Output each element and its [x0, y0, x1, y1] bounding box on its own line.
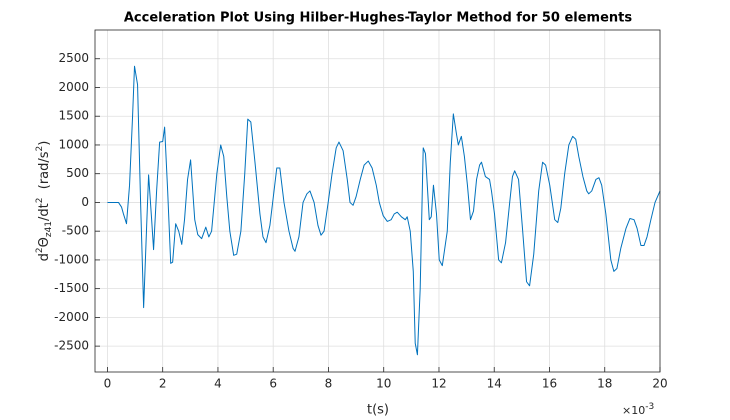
x-multiplier: ×10-3 [622, 402, 654, 418]
data-line [107, 65, 661, 356]
y-axis-label-part: (rad/s [37, 151, 52, 197]
x-tick-label: 14 [487, 377, 502, 391]
y-tick-label: 2500 [58, 51, 89, 65]
x-tick-label: 6 [269, 377, 277, 391]
y-tick-label: 1000 [58, 137, 89, 151]
y-tick-label: 0 [81, 195, 89, 209]
ticks: 0 2 4 6 8 10 12 14 16 18 20 -2500 -2000 -1500 -1000 -50… [54, 51, 668, 390]
axes-box [94, 29, 661, 373]
y-axis-label-part: 2 [35, 247, 45, 253]
chart-title: Acceleration Plot Using Hilber-Hughes-Ta… [124, 11, 632, 26]
y-tick-label: -500 [62, 224, 89, 238]
series [107, 65, 661, 356]
y-tick-label: 500 [66, 166, 89, 180]
y-axis-label-part: Θ [37, 237, 52, 247]
x-multiplier-exponent: -3 [645, 402, 654, 412]
x-tick-label: 2 [159, 377, 167, 391]
y-tick-label: -1000 [54, 252, 89, 266]
x-axis-label: t(s) [367, 403, 389, 418]
plot-area [95, 30, 660, 372]
x-tick-label: 4 [214, 377, 222, 391]
x-tick-label: 0 [104, 377, 112, 391]
y-tick-label: -2500 [54, 339, 89, 353]
x-tick-label: 20 [652, 377, 667, 391]
x-tick-label: 10 [376, 377, 391, 391]
y-axis-label-part: ) [37, 141, 52, 146]
y-tick-label: 2000 [58, 80, 89, 94]
y-tick-label: 1500 [58, 109, 89, 123]
y-tick-label: -2000 [54, 310, 89, 324]
y-axis-label-part: 2 [35, 197, 45, 203]
x-tick-label: 16 [542, 377, 557, 391]
x-tick-label: 12 [431, 377, 446, 391]
x-multiplier-base: ×10 [622, 404, 645, 417]
y-axis-label-part: d [37, 253, 52, 261]
y-axis-label-part: z41 [44, 221, 54, 237]
y-axis-label-part: /dt [37, 203, 52, 221]
x-tick-label: 8 [325, 377, 333, 391]
y-tick-label: -1500 [54, 281, 89, 295]
x-tick-label: 18 [597, 377, 612, 391]
y-axis-label-part: 2 [35, 146, 45, 152]
y-axis-label: d2Θz41/dt2 (rad/s2) [35, 141, 54, 262]
